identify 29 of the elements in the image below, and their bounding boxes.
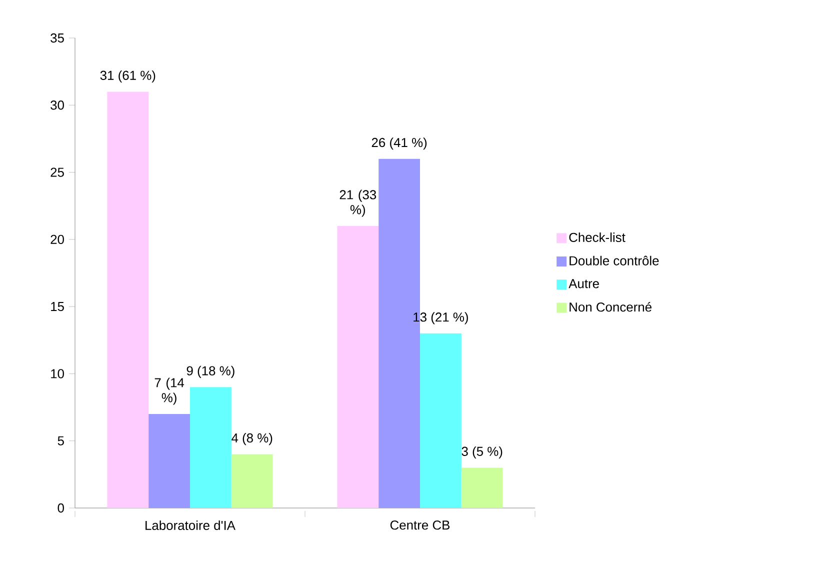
- data-label: 21 (33 %): [340, 190, 376, 217]
- data-label: 4 (8 %): [232, 433, 272, 446]
- bar: [190, 387, 232, 508]
- data-label: 9 (18 %): [186, 366, 234, 378]
- y-tick-label: 20: [50, 234, 64, 244]
- legend-label: Non Concerné: [570, 302, 652, 312]
- data-label: 26 (41 %): [372, 138, 427, 150]
- bar: [231, 454, 273, 508]
- bar: [337, 226, 379, 508]
- y-tick-label: 0: [58, 503, 64, 513]
- y-tick-label: 35: [50, 33, 64, 43]
- y-tick-label: 5: [58, 436, 64, 446]
- data-label: 13 (21 %): [414, 312, 468, 324]
- legend-label: Double contrôle: [570, 256, 659, 266]
- y-tick-label: 25: [50, 168, 64, 177]
- bar: [420, 333, 462, 508]
- y-tick-label: 30: [50, 100, 64, 110]
- data-label: 3 (5 %): [462, 446, 502, 459]
- x-tick-label: Laboratoire d'IA: [146, 520, 236, 530]
- y-tick-label: 10: [51, 369, 64, 378]
- legend-label: Autre: [568, 279, 599, 288]
- x-tick-label: Centre CB: [390, 520, 450, 530]
- legend-label: Check-list: [569, 232, 626, 242]
- data-label: 7 (14 %): [154, 378, 184, 405]
- bar: [107, 92, 149, 508]
- bar: [148, 414, 190, 508]
- y-tick-label: 15: [51, 302, 64, 312]
- bar: [461, 468, 503, 508]
- data-label: 31 (61 %): [100, 70, 156, 83]
